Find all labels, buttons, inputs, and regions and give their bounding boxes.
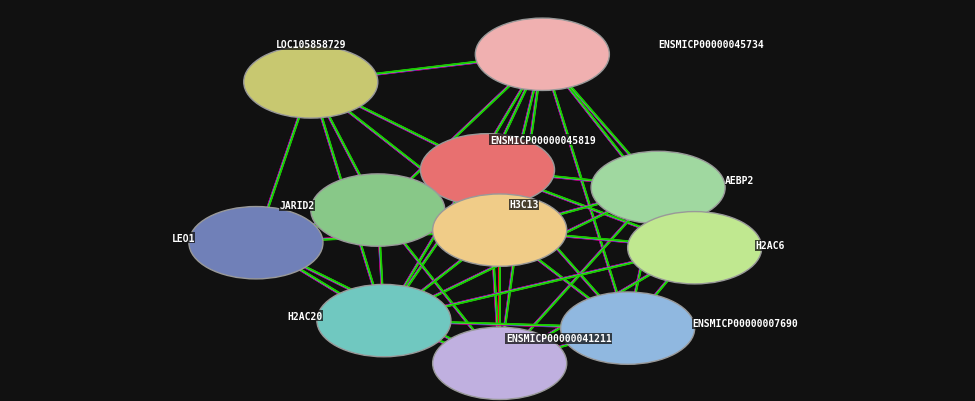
Ellipse shape bbox=[189, 207, 323, 279]
Ellipse shape bbox=[591, 152, 725, 224]
Ellipse shape bbox=[433, 327, 566, 399]
Text: LOC105858729: LOC105858729 bbox=[276, 40, 346, 50]
Ellipse shape bbox=[244, 47, 378, 119]
Text: H3C13: H3C13 bbox=[509, 200, 539, 209]
Ellipse shape bbox=[476, 19, 609, 91]
Ellipse shape bbox=[311, 174, 445, 247]
Text: ENSMICP00000041211: ENSMICP00000041211 bbox=[506, 333, 611, 343]
Ellipse shape bbox=[317, 285, 450, 357]
Text: JARID2: JARID2 bbox=[279, 200, 314, 211]
Text: LEO1: LEO1 bbox=[172, 233, 195, 243]
Text: H2AC6: H2AC6 bbox=[756, 241, 785, 251]
Text: AEBP2: AEBP2 bbox=[725, 176, 755, 185]
Text: ENSMICP00000045734: ENSMICP00000045734 bbox=[658, 40, 763, 50]
Ellipse shape bbox=[561, 292, 694, 365]
Text: ENSMICP00000007690: ENSMICP00000007690 bbox=[692, 318, 798, 328]
Ellipse shape bbox=[420, 134, 555, 207]
Ellipse shape bbox=[628, 212, 761, 284]
Ellipse shape bbox=[433, 194, 566, 267]
Text: ENSMICP00000045819: ENSMICP00000045819 bbox=[489, 136, 596, 145]
Text: H2AC20: H2AC20 bbox=[288, 311, 323, 321]
